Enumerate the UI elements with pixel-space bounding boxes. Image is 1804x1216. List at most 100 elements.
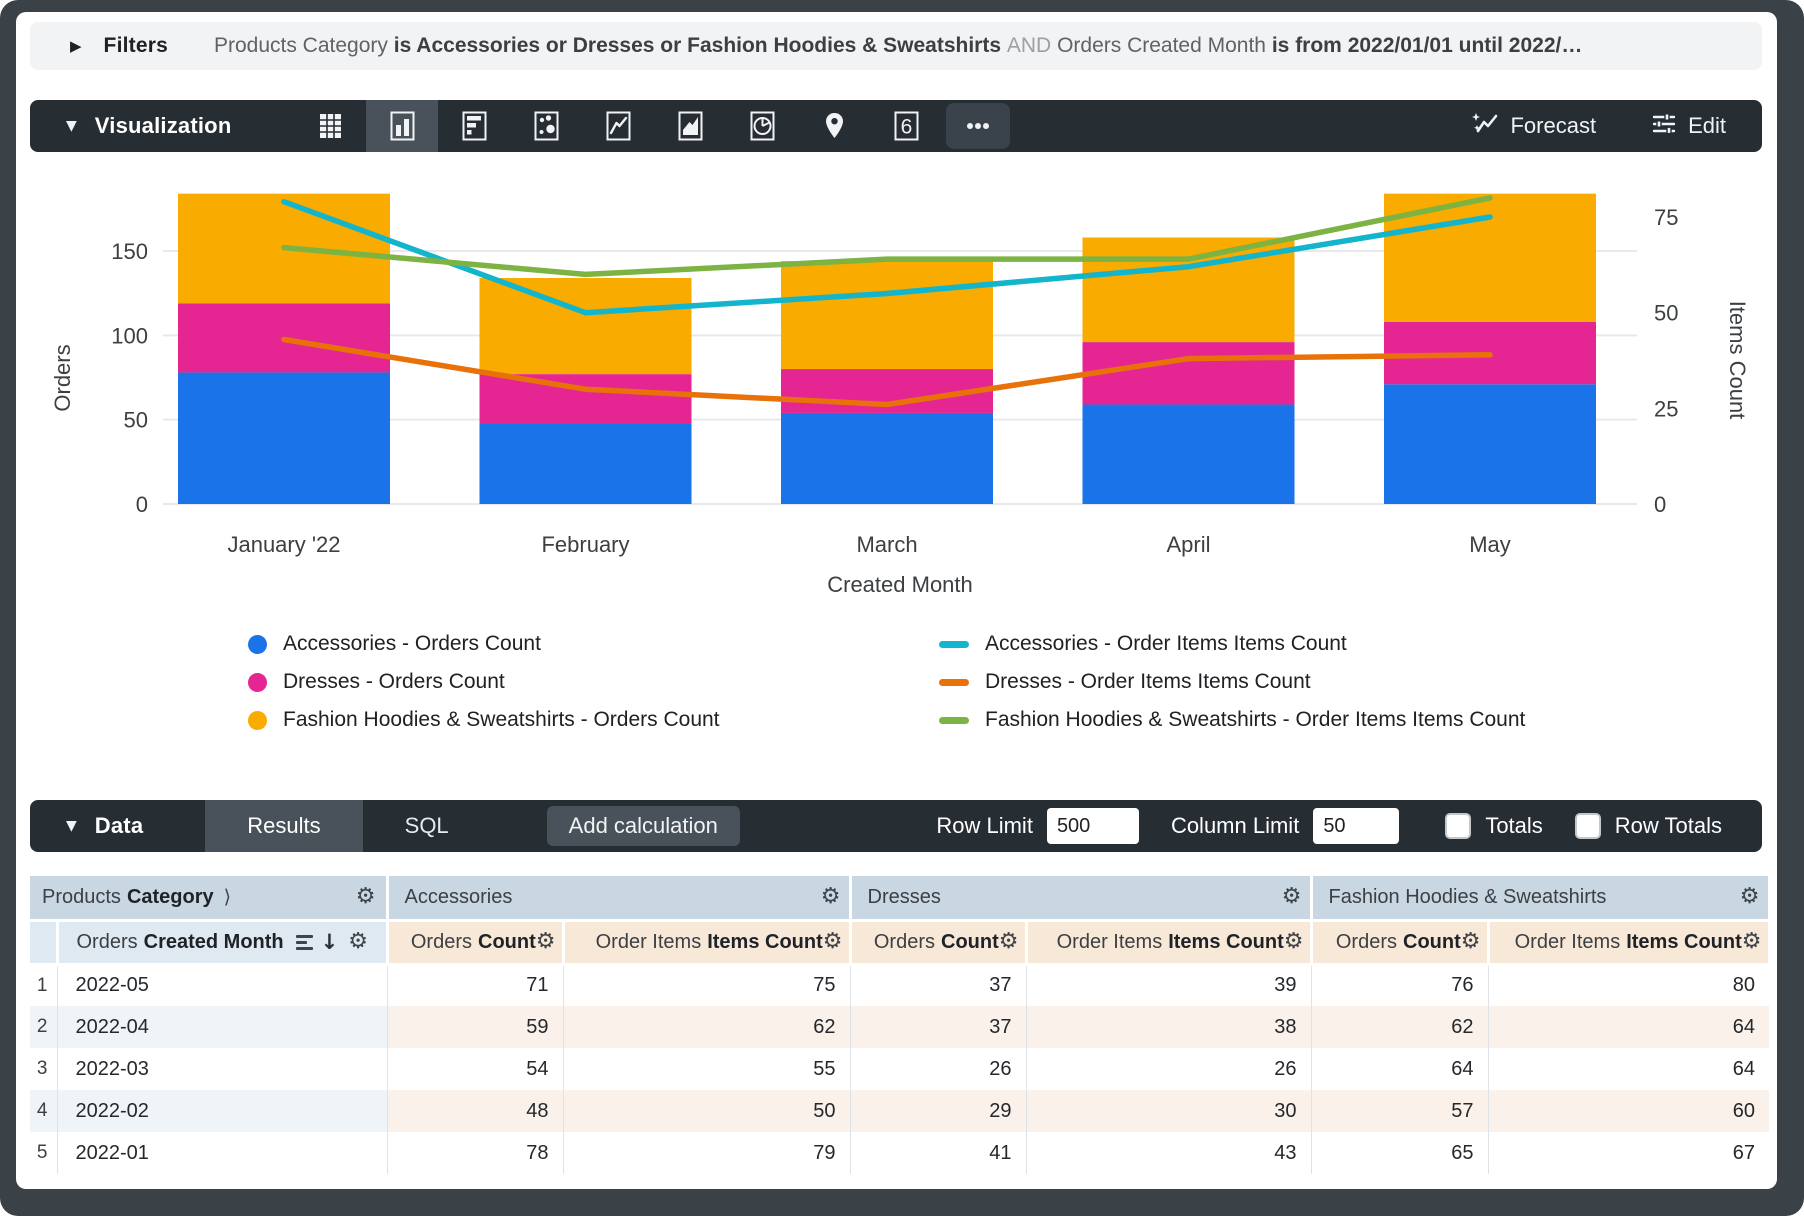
visualization-title[interactable]: Visualization (94, 113, 232, 138)
dimension-cell[interactable]: 2022-04 (57, 1006, 388, 1048)
measure-cell[interactable]: 80 (1732, 974, 1755, 997)
measure-cell[interactable]: 59 (387, 1006, 564, 1048)
bar-segment-2-1[interactable] (479, 277, 692, 375)
column-group-0[interactable]: Accessories ⚙ (387, 876, 852, 922)
measure-cell[interactable]: 39 (1026, 964, 1312, 1006)
measure-cell[interactable]: 64 (1311, 1048, 1489, 1090)
filters-title[interactable]: Filters (103, 34, 168, 57)
row-limit-input[interactable] (1046, 808, 1139, 844)
column-group-products-category[interactable]: Products Category ⟩ ⚙ (30, 876, 389, 922)
orders-created-month-header[interactable]: Orders Created Month ↓ ⚙ (57, 920, 389, 966)
viz-table-icon[interactable] (294, 100, 366, 152)
measure-cell[interactable]: 29 (850, 1090, 1027, 1132)
measure-cell[interactable]: 54 (387, 1048, 564, 1090)
measure-cell[interactable]: 26 (1026, 1048, 1312, 1090)
viz-map-icon[interactable] (798, 100, 870, 152)
measure-cell[interactable]: 75 (563, 964, 851, 1006)
measure-cell[interactable]: 43 (1026, 1132, 1312, 1174)
viz-scatter-icon[interactable] (510, 100, 582, 152)
viz-line-icon[interactable] (582, 100, 654, 152)
row-totals-checkbox[interactable] (1574, 813, 1601, 839)
gear-icon[interactable]: ⚙ (998, 929, 1019, 954)
bar-segment-0-4[interactable] (1384, 384, 1596, 504)
measure-cell[interactable]: 71 (387, 964, 564, 1006)
bar-segment-0-2[interactable] (781, 412, 993, 504)
measure-cell[interactable]: 64 (1488, 1006, 1769, 1048)
measure-cell[interactable]: 62 (1311, 1006, 1489, 1048)
gear-icon[interactable]: ⚙ (355, 884, 376, 910)
bar-segment-1-3[interactable] (1082, 342, 1295, 405)
measure-cell[interactable]: 67 (1732, 1141, 1755, 1164)
subtotal-icon[interactable] (295, 932, 313, 953)
measure-cell[interactable]: 60 (1488, 1090, 1769, 1132)
measure-header-2-0[interactable]: Orders Count ⚙ (1311, 920, 1490, 966)
data-collapse-icon[interactable]: ▼ (66, 818, 77, 834)
gear-icon[interactable]: ⚙ (822, 929, 843, 954)
gear-icon[interactable]: ⚙ (1739, 884, 1760, 910)
gear-icon[interactable]: ⚙ (1741, 929, 1762, 954)
measure-cell[interactable]: 65 (1311, 1132, 1489, 1174)
bar-segment-0-1[interactable] (479, 423, 692, 504)
gear-icon[interactable]: ⚙ (820, 884, 841, 910)
measure-cell[interactable]: 62 (563, 1006, 851, 1048)
tab-sql[interactable]: SQL (404, 813, 449, 838)
measure-header-0-1[interactable]: Order Items Items Count ⚙ (563, 920, 852, 966)
viz-more-icon[interactable] (942, 100, 1014, 152)
measure-cell[interactable]: 38 (1026, 1006, 1312, 1048)
viz-area-icon[interactable] (654, 100, 726, 152)
gear-icon[interactable]: ⚙ (1281, 884, 1302, 910)
gear-icon[interactable]: ⚙ (348, 929, 368, 954)
column-group-1[interactable]: Dresses ⚙ (850, 876, 1313, 922)
chevron-right-icon[interactable]: ⟩ (223, 886, 232, 909)
tab-results[interactable]: Results (205, 800, 363, 852)
line-series-0[interactable] (281, 198, 1493, 316)
viz-bar-icon[interactable] (438, 100, 510, 152)
measure-cell[interactable]: 55 (563, 1048, 851, 1090)
measure-cell[interactable]: 48 (387, 1090, 564, 1132)
dimension-cell[interactable]: 2022-03 (57, 1048, 388, 1090)
measure-header-1-0[interactable]: Orders Count ⚙ (850, 920, 1028, 966)
measure-cell[interactable]: 76 (1311, 964, 1489, 1006)
y-left-tick: 0 (136, 492, 148, 517)
bar-segment-0-3[interactable] (1082, 404, 1295, 504)
measure-cell[interactable]: 64 (1732, 1057, 1755, 1080)
add-calculation-button[interactable]: Add calculation (546, 806, 740, 846)
gear-icon[interactable]: ⚙ (1460, 929, 1481, 954)
bar-segment-0-0[interactable] (178, 372, 390, 504)
measure-header-0-0[interactable]: Orders Count ⚙ (387, 920, 565, 966)
measure-header-1-1[interactable]: Order Items Items Count ⚙ (1026, 920, 1313, 966)
measure-cell[interactable]: 57 (1311, 1090, 1489, 1132)
measure-cell[interactable]: 50 (563, 1090, 851, 1132)
dimension-cell[interactable]: 2022-01 (57, 1132, 388, 1174)
measure-cell[interactable]: 26 (850, 1048, 1027, 1090)
measure-cell[interactable]: 79 (563, 1132, 851, 1174)
measure-cell[interactable]: 37 (850, 964, 1027, 1006)
filters-expand-icon[interactable]: ▶ (70, 37, 82, 55)
forecast-button[interactable]: Forecast (1472, 111, 1596, 141)
gear-icon[interactable]: ⚙ (535, 929, 556, 954)
x-tick-label: April (1166, 532, 1210, 557)
gear-icon[interactable]: ⚙ (1283, 929, 1304, 954)
measure-header-2-1[interactable]: Order Items Items Count ⚙ (1488, 920, 1771, 966)
column-group-2[interactable]: Fashion Hoodies & Sweatshirts ⚙ (1311, 876, 1771, 922)
bar-segment-1-1[interactable] (479, 374, 692, 424)
line-series-1[interactable] (281, 336, 1493, 408)
data-tabs: Results SQL (205, 800, 490, 852)
bar-segment-2-2[interactable] (781, 261, 993, 370)
column-limit-input[interactable] (1313, 808, 1400, 844)
dimension-cell[interactable]: 2022-02 (57, 1090, 388, 1132)
viz-pie-icon[interactable] (726, 100, 798, 152)
measure-cell[interactable]: 41 (850, 1132, 1027, 1174)
line-series-2[interactable] (281, 195, 1493, 278)
totals-checkbox[interactable] (1445, 813, 1472, 839)
measure-cell[interactable]: 78 (387, 1132, 564, 1174)
visualization-collapse-icon[interactable]: ▼ (66, 118, 77, 134)
sort-desc-icon[interactable]: ↓ (320, 930, 339, 954)
dimension-cell[interactable]: 2022-05 (57, 964, 388, 1006)
measure-cell[interactable]: 30 (1026, 1090, 1312, 1132)
edit-button[interactable]: Edit (1652, 111, 1726, 141)
measure-cell[interactable]: 37 (850, 1006, 1027, 1048)
viz-column-icon[interactable] (366, 100, 438, 152)
viz-single-value-icon[interactable]: 6 (870, 100, 942, 152)
data-title[interactable]: Data (94, 813, 144, 838)
